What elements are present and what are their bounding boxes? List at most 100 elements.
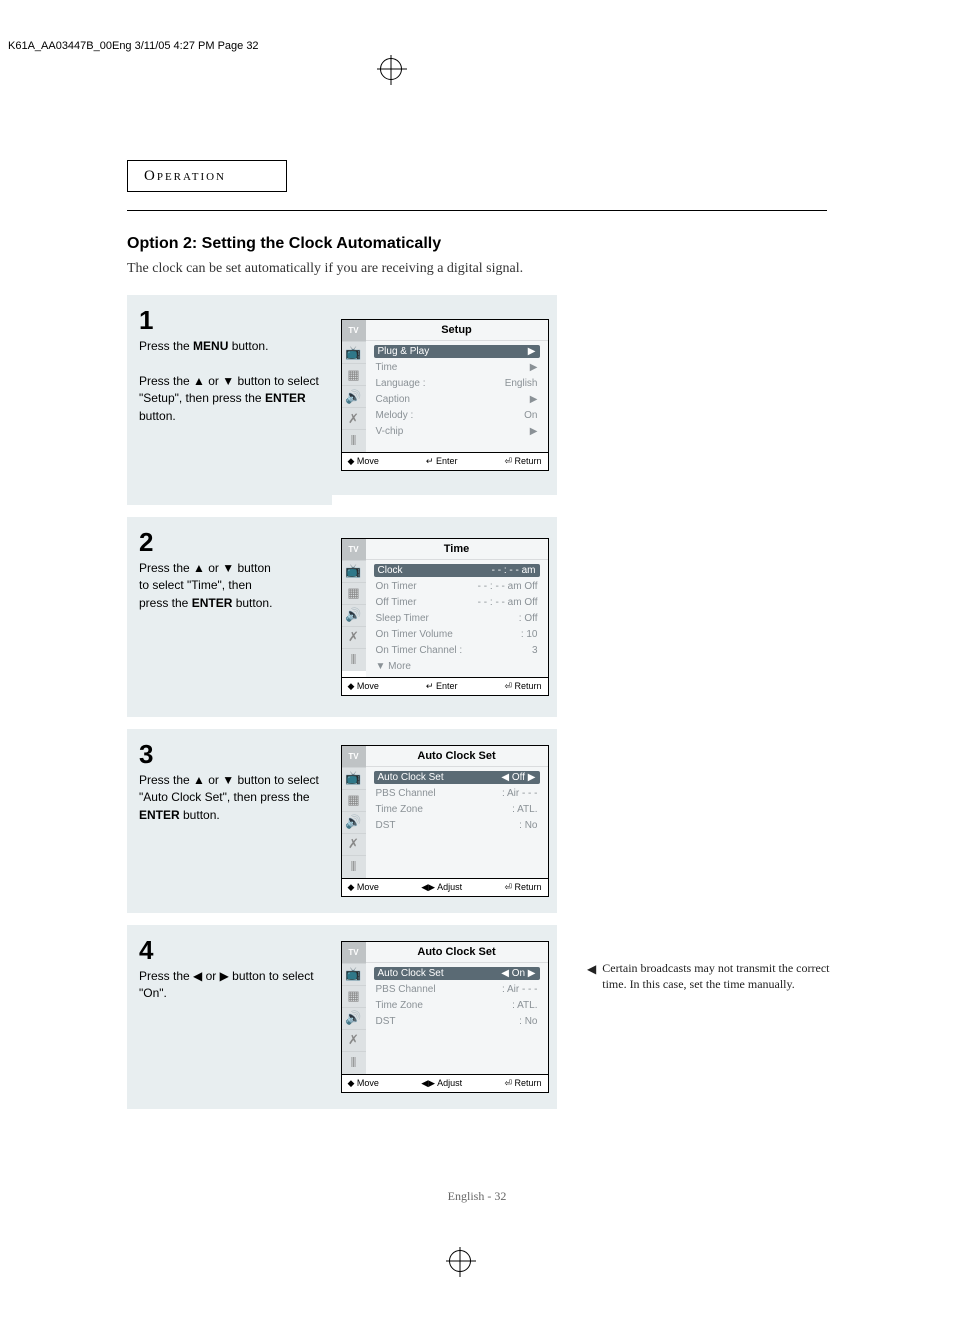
osd-item[interactable]: Off Timer - - : - - am Off (374, 596, 540, 609)
osd-item[interactable]: Time Zone: ATL. (374, 999, 540, 1012)
step-text: Press the MENU button.Press the ▲ or ▼ b… (139, 338, 320, 425)
step-text: Press the ▲ or ▼ buttonto select "Time",… (139, 560, 320, 612)
osd-sidebar-icon: 🔊 (342, 812, 366, 834)
osd-sidebar-icon: ▦ (342, 986, 366, 1008)
osd-title: Time (366, 539, 548, 560)
osd-item[interactable]: ▼ More (374, 660, 540, 673)
osd-item-label: Plug & Play (378, 346, 430, 357)
osd-item-label: On Timer Channel : (376, 645, 463, 656)
registration-mark-top (380, 58, 402, 80)
osd-item[interactable]: PBS Channel: Air - - - (374, 983, 540, 996)
osd-sidebar-icon: TV (342, 320, 366, 342)
step-row: 1Press the MENU button.Press the ▲ or ▼ … (127, 295, 827, 505)
osd-item-value: : ATL. (512, 804, 537, 815)
osd-item-value: - - : - - am Off (478, 581, 538, 592)
osd-footer-hint: ↵ Enter (426, 456, 458, 467)
osd-sidebar-icon: ✗ (342, 1030, 366, 1052)
step-left: 3Press the ▲ or ▼ button to select "Auto… (127, 729, 332, 913)
osd-item[interactable]: Melody : On (374, 409, 540, 422)
step-row: 2Press the ▲ or ▼ buttonto select "Time"… (127, 517, 827, 717)
osd-sidebar-icon: ▦ (342, 790, 366, 812)
osd-footer-hint: ⏎ Return (504, 681, 541, 692)
osd-footer-hint: ◆ Move (348, 882, 379, 893)
osd-footer: ◆ Move◀▶ Adjust⏎ Return (342, 1074, 548, 1092)
osd-item[interactable]: PBS Channel: Air - - - (374, 787, 540, 800)
step-right: TV📺▦🔊✗⦀SetupPlug & Play▶Time▶Language :E… (332, 295, 557, 495)
osd-item-label: Melody : (376, 410, 414, 421)
osd-item-value: : Air - - - (502, 788, 538, 799)
osd-item[interactable]: Auto Clock Set◀ On ▶ (374, 967, 540, 980)
osd-item[interactable]: On Timer Volume: 10 (374, 628, 540, 641)
osd-item[interactable]: On Timer Channel :3 (374, 644, 540, 657)
osd-item-value: : No (519, 820, 537, 831)
osd-item-label: On Timer Volume (376, 629, 453, 640)
osd-item-label: Caption (376, 394, 410, 405)
header-rule (127, 210, 827, 211)
osd-sidebar-icon: TV (342, 539, 366, 561)
osd-menu: TV📺▦🔊✗⦀Time Clock- - : - - am On Timer- - … (341, 538, 549, 696)
osd-item-value: ▶ (530, 362, 538, 373)
osd-content: SetupPlug & Play▶Time▶Language :EnglishC… (366, 320, 548, 452)
osd-sidebar-icon: ✗ (342, 627, 366, 649)
osd-item[interactable]: Plug & Play▶ (374, 345, 540, 358)
osd-item[interactable]: Auto Clock Set◀ Off ▶ (374, 771, 540, 784)
osd-item-label: Time (376, 362, 398, 373)
step-row: 4Press the ◀ or ▶ button to select "On".… (127, 925, 827, 1109)
osd-sidebar-icon: 🔊 (342, 1008, 366, 1030)
osd-item-value: : Off (519, 613, 538, 624)
osd-item[interactable]: Clock- - : - - am (374, 564, 540, 577)
osd-item-value: English (505, 378, 538, 389)
osd-item[interactable]: V-chip▶ (374, 425, 540, 438)
osd-item-label: V-chip (376, 426, 404, 437)
step-number: 4 (139, 935, 320, 966)
side-note-text: Certain broadcasts may not transmit the … (602, 960, 837, 992)
osd-item[interactable]: DST: No (374, 819, 540, 832)
header-bar: Operation (127, 160, 287, 192)
osd-item[interactable]: Language :English (374, 377, 540, 390)
osd-item[interactable]: DST: No (374, 1015, 540, 1028)
osd-item[interactable]: On Timer- - : - - am Off (374, 580, 540, 593)
osd-item-label: DST (376, 1016, 396, 1027)
osd-footer: ◆ Move↵ Enter⏎ Return (342, 452, 548, 470)
osd-title: Setup (366, 320, 548, 341)
option-title: Option 2: Setting the Clock Automaticall… (127, 235, 827, 253)
osd-icon-column: TV📺▦🔊✗⦀ (342, 539, 366, 677)
osd-sidebar-icon: ⦀ (342, 1052, 366, 1074)
osd-footer: ◆ Move ↵ Enter ⏎ Return (342, 677, 548, 695)
osd-item-value: ▶ (530, 394, 538, 405)
osd-item-value: On (524, 410, 537, 421)
osd-item-label: Time Zone (376, 1000, 423, 1011)
osd-footer-hint: ◆ Move (348, 1078, 379, 1089)
osd-menu: TV📺▦🔊✗⦀Auto Clock SetAuto Clock Set◀ On … (341, 941, 549, 1093)
osd-sidebar-icon: ⦀ (342, 649, 366, 671)
osd-sidebar-icon: 🔊 (342, 605, 366, 627)
step-number: 2 (139, 527, 320, 558)
osd-menu: TV📺▦🔊✗⦀SetupPlug & Play▶Time▶Language :E… (341, 319, 549, 471)
registration-mark-bottom (449, 1250, 471, 1272)
side-note: ◀ Certain broadcasts may not transmit th… (587, 960, 837, 992)
osd-footer-hint: ◀▶ Adjust (421, 1078, 462, 1089)
osd-item[interactable]: Time Zone: ATL. (374, 803, 540, 816)
step-left: 1Press the MENU button.Press the ▲ or ▼ … (127, 295, 332, 505)
osd-item-label: Off Timer (376, 597, 417, 608)
osd-content: Auto Clock Set Auto Clock Set◀ On ▶ PBS Ch… (366, 942, 548, 1074)
option-desc: The clock can be set automatically if yo… (127, 261, 827, 277)
osd-sidebar-icon: TV (342, 942, 366, 964)
osd-item[interactable]: Sleep Timer : Off (374, 612, 540, 625)
osd-item-value: - - : - - am Off (478, 597, 538, 608)
osd-item-value: ◀ On ▶ (501, 968, 535, 979)
osd-title: Auto Clock Set (366, 942, 548, 963)
osd-sidebar-icon: 📺 (342, 342, 366, 364)
osd-footer-hint: ◆ Move (348, 456, 379, 467)
osd-menu: TV📺▦🔊✗⦀Auto Clock SetAuto Clock Set◀ Off… (341, 745, 549, 897)
osd-item-label: Sleep Timer (376, 613, 429, 624)
osd-sidebar-icon: 📺 (342, 561, 366, 583)
osd-footer-hint: ↵ Enter (426, 681, 458, 692)
header-text: Operation (144, 168, 226, 184)
osd-item[interactable]: Time ▶ (374, 361, 540, 374)
file-info: K61A_AA03447B_00Eng 3/11/05 4:27 PM Page… (8, 40, 259, 52)
osd-item[interactable]: Caption ▶ (374, 393, 540, 406)
osd-footer-hint: ◆ Move (348, 681, 379, 692)
step-right: TV📺▦🔊✗⦀Time Clock- - : - - am On Timer- - … (332, 517, 557, 717)
osd-footer-hint: ⏎ Return (504, 882, 541, 893)
